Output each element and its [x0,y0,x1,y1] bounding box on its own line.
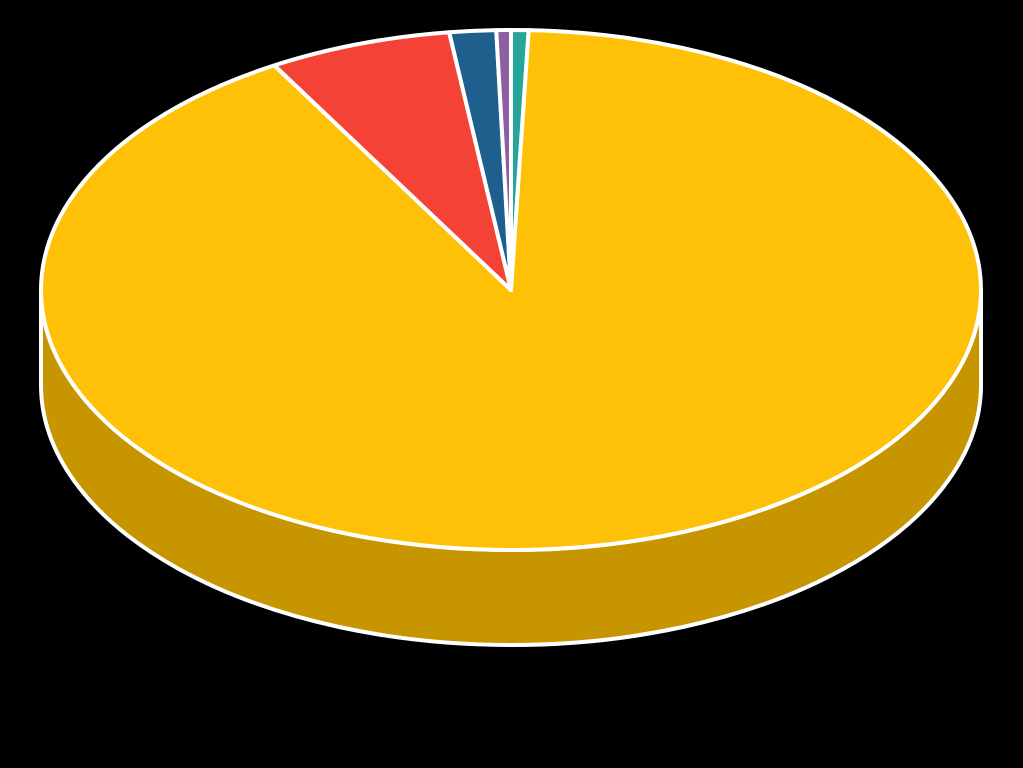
pie-top [41,30,981,550]
pie-chart-3d [0,0,1023,768]
